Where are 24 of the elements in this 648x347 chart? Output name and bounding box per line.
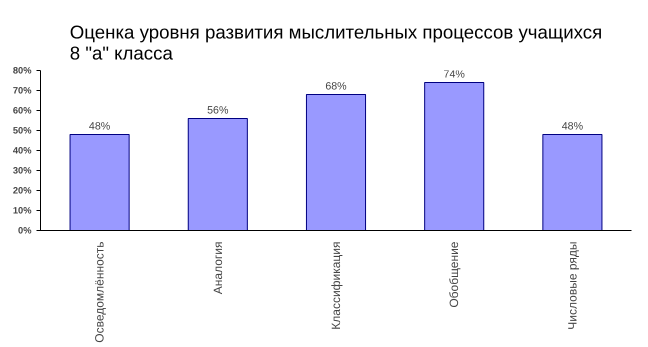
- y-tick-label: 40%: [12, 146, 32, 156]
- y-tick-label: 70%: [12, 86, 32, 96]
- chart-title: Оценка уровня развития мыслительных процессов учащихся 8 "а" класса: [70, 22, 602, 64]
- x-tick-label: Числовые ряды: [565, 241, 580, 330]
- data-label: 48%: [562, 120, 584, 132]
- bar: [70, 134, 130, 230]
- x-tick-label: Классификация: [329, 241, 343, 330]
- x-tick-label: Осведомлённость: [92, 241, 107, 343]
- bar: [424, 82, 484, 230]
- y-tick-label: 10%: [12, 206, 32, 216]
- x-tick-label: Аналогия: [210, 241, 225, 294]
- data-label: 56%: [207, 104, 229, 116]
- bar: [542, 134, 602, 230]
- y-tick-label: 30%: [12, 166, 32, 176]
- bar: [188, 118, 248, 230]
- y-tick-label: 60%: [12, 106, 32, 116]
- y-tick-label: 50%: [12, 126, 32, 136]
- x-tick-label: Обобщение: [447, 241, 462, 308]
- y-tick-label: 80%: [12, 66, 32, 76]
- data-label: 48%: [88, 120, 111, 132]
- y-tick-label: 0%: [18, 226, 32, 236]
- bar: [306, 94, 366, 230]
- data-label: 68%: [325, 80, 348, 92]
- y-tick-label: 20%: [12, 186, 32, 196]
